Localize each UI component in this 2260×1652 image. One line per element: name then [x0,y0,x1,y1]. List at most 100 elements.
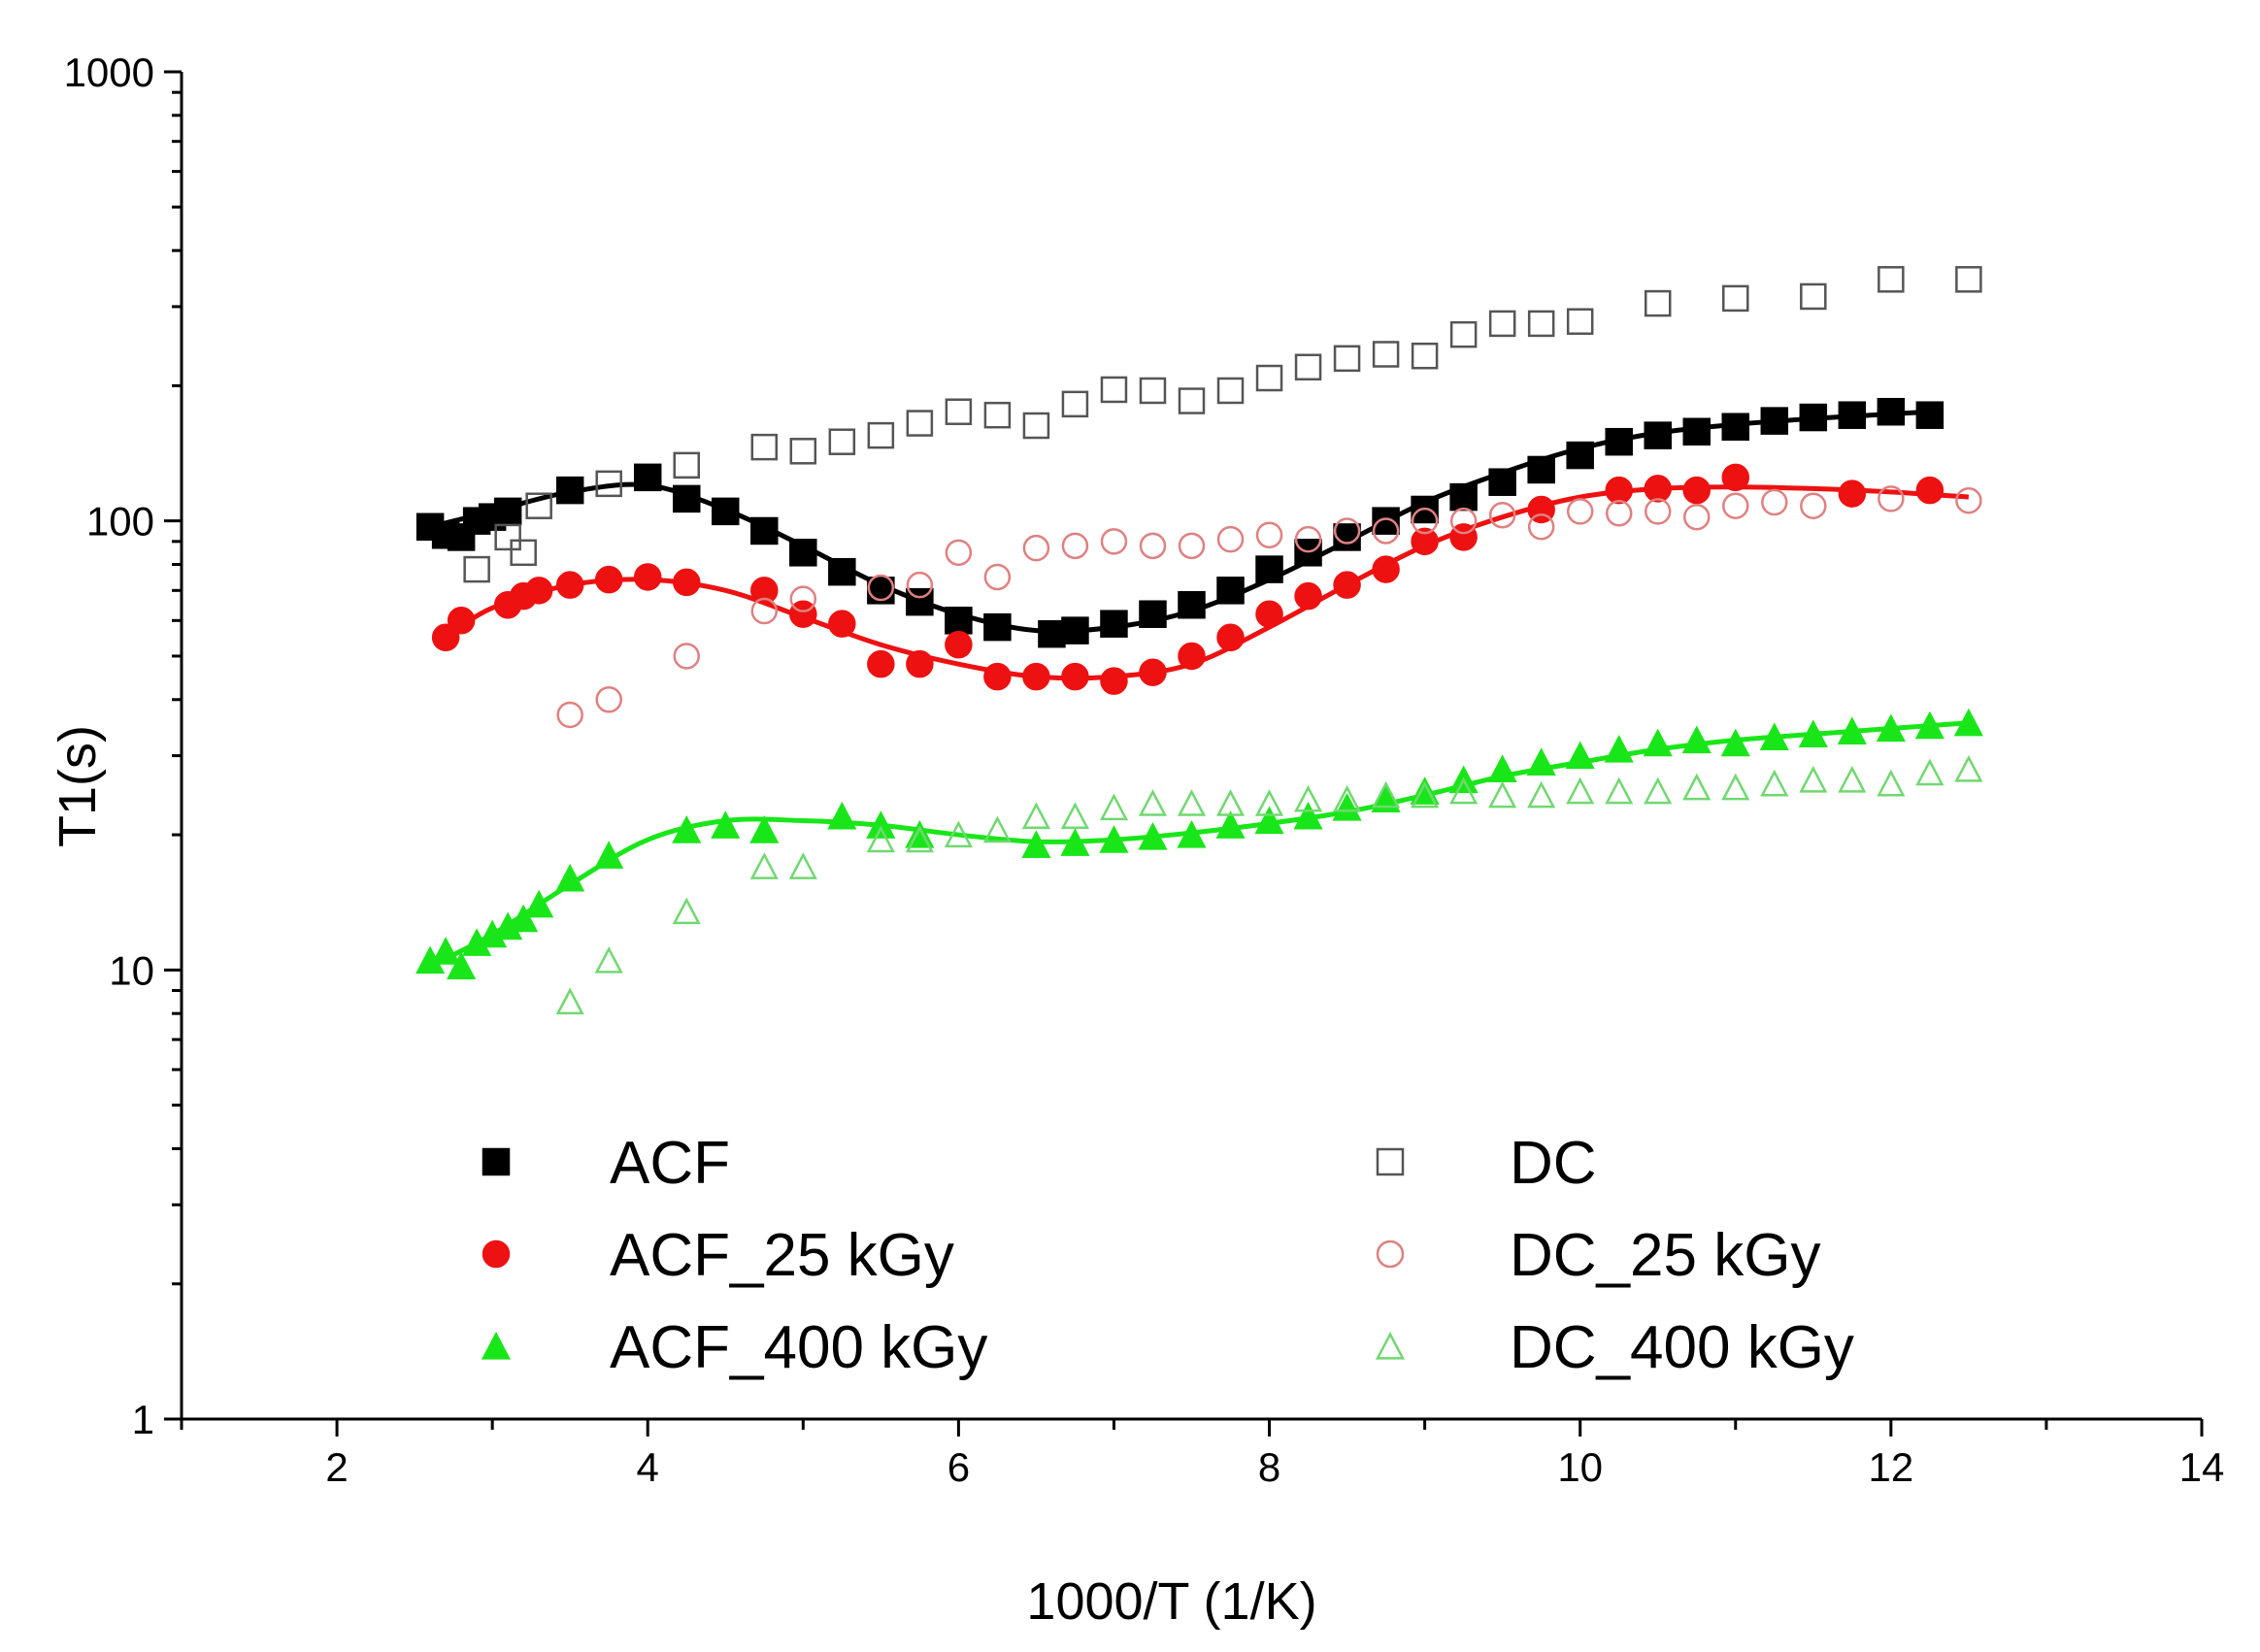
data-point [983,401,1012,429]
data-point [1566,498,1594,525]
data-point [1332,792,1362,821]
data-point [1721,463,1750,492]
data-point [1060,802,1090,830]
data-point [1644,498,1672,525]
data-point [524,577,553,605]
data-point [1683,503,1711,531]
data-point [1915,401,1944,429]
data-point [672,815,702,843]
data-point [945,398,973,425]
data-point [983,662,1012,691]
data-point [509,904,539,933]
data-point [431,623,460,652]
data-point [1838,401,1867,429]
data-point [712,497,740,526]
data-point [1372,780,1401,809]
data-point [1488,468,1516,496]
data-point [1100,667,1128,695]
data-point [1760,769,1789,797]
data-point [1953,708,1983,737]
data-point [866,810,896,839]
x-tick-label: 8 [1258,1444,1280,1490]
data-point [1487,754,1517,783]
data-point [1178,642,1206,671]
data-point [555,476,584,505]
data-point [1139,377,1167,405]
data-point [750,516,779,545]
data-point [749,815,780,843]
data-point [905,825,934,853]
data-point [1254,806,1284,835]
x-tick-label: 14 [2179,1444,2225,1490]
data-point [1293,801,1323,830]
y-tick-label: 100 [86,499,154,545]
x-tick-label: 6 [947,1444,970,1490]
data-point [788,852,817,879]
x-axis-title: 1000/T (1/K) [1026,1572,1316,1631]
data-point [493,497,522,526]
data-point [1488,780,1517,809]
data-point [555,987,584,1015]
data-point [750,577,779,605]
data-point [945,539,973,567]
data-point [1139,600,1167,628]
data-point [711,810,741,839]
data-point [1566,441,1594,470]
x-tick-label: 10 [1557,1444,1603,1490]
data-point [1605,427,1633,456]
data-point [1449,482,1478,512]
data-point [983,563,1012,591]
legend-marker [1376,1147,1405,1176]
data-point [1644,776,1673,805]
data-point [1255,600,1283,628]
y-tick-label: 1 [132,1397,154,1442]
data-point [1644,289,1672,317]
legend-label: ACF_400 kGy [610,1314,987,1381]
legend-marker [482,1239,511,1269]
data-point [524,889,554,918]
data-point [1449,776,1479,805]
data-point [1876,713,1906,743]
data-point [789,600,817,628]
data-point [750,433,779,461]
legend-marker [482,1147,511,1176]
data-point [1527,513,1555,541]
data-point [1099,793,1129,821]
data-point [1605,476,1633,505]
data-point [1877,397,1906,426]
x-tick-label: 2 [325,1444,348,1490]
data-point [1605,776,1634,805]
data-point [1721,413,1750,441]
data-point [1371,784,1401,813]
data-point [1838,765,1867,793]
data-point [673,568,701,597]
data-point [1800,282,1827,311]
data-point [1294,581,1322,611]
data-point [1449,320,1478,348]
data-point [866,825,895,853]
data-point [555,571,584,599]
data-point [1254,789,1284,816]
data-point [1215,810,1246,839]
data-point [1798,719,1828,748]
data-point [673,484,701,513]
data-point [510,539,537,567]
data-point [1761,488,1788,516]
data-point [1527,310,1555,338]
legend-marker [481,1331,512,1360]
data-point [1099,825,1129,853]
data-point [789,539,817,567]
data-point [447,523,476,551]
data-point [1644,475,1672,503]
data-point [867,649,895,678]
legend-label: ACF_25 kGy [610,1222,954,1289]
data-point [1021,830,1051,858]
data-point [1682,476,1711,505]
data-point [1138,789,1168,816]
data-point [1372,341,1400,368]
data-point [1604,734,1634,763]
data-points [415,266,1983,1015]
data-point [1178,532,1206,560]
data-point [1799,765,1828,793]
data-point [1955,266,1982,293]
